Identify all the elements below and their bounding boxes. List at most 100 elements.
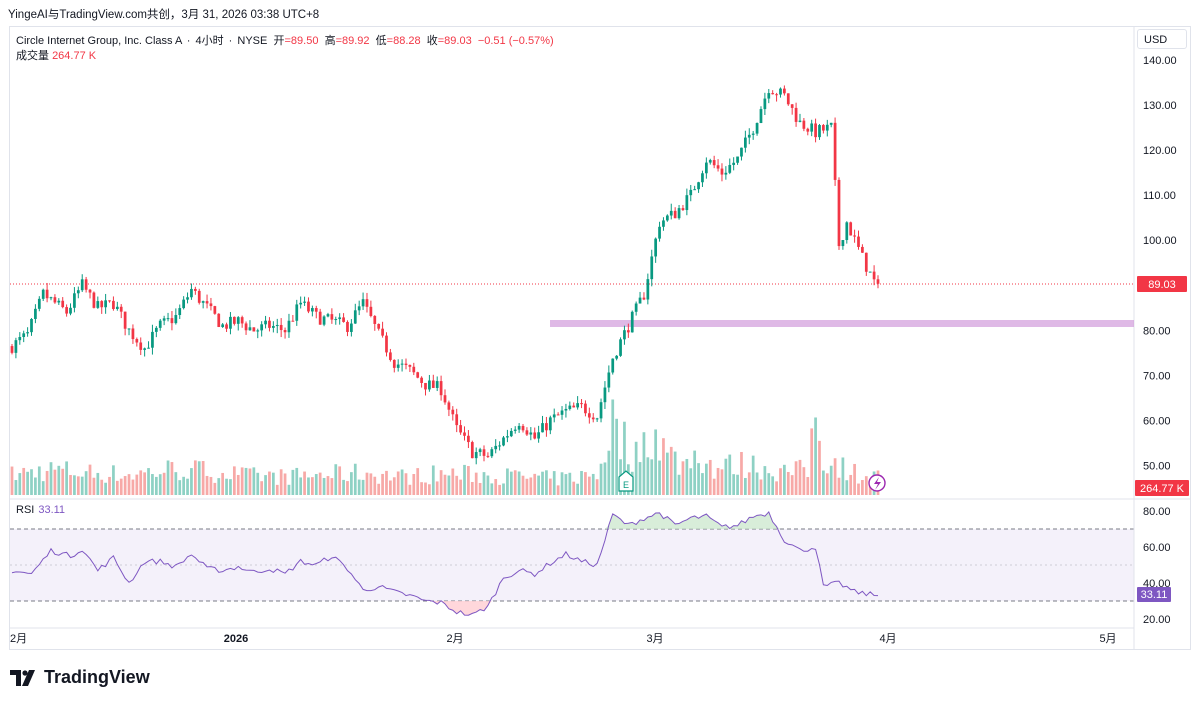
volume-bar: [533, 473, 537, 495]
volume-bar: [201, 461, 205, 495]
lightning-icon[interactable]: [868, 474, 886, 492]
volume-bar: [572, 481, 576, 495]
candle: [825, 119, 829, 137]
candle: [307, 297, 310, 314]
candle: [482, 445, 486, 462]
candle: [182, 296, 186, 310]
candle: [10, 344, 14, 355]
currency-button[interactable]: USD: [1137, 29, 1187, 49]
candle: [619, 337, 622, 357]
volume-bar: [767, 473, 771, 495]
candle: [338, 313, 342, 325]
candle: [525, 427, 529, 436]
volume-bar: [412, 474, 416, 495]
volume-bar: [385, 470, 388, 495]
candle: [814, 118, 817, 143]
candle: [135, 337, 139, 347]
volume-bar: [599, 463, 603, 495]
interval-label[interactable]: 4小时: [195, 35, 224, 47]
candle: [720, 163, 724, 182]
volume-bar: [502, 483, 505, 495]
volume-bar: [213, 482, 217, 495]
volume-bar: [459, 479, 462, 495]
candle: [818, 123, 821, 140]
candle: [229, 312, 232, 335]
volume-bar: [552, 471, 556, 495]
volume-bar: [193, 460, 197, 495]
volume-bar: [654, 429, 658, 495]
candle: [708, 158, 712, 165]
volume-bar: [669, 446, 673, 495]
volume-badge-text: 264.77 K: [1140, 483, 1185, 495]
candle: [443, 389, 447, 405]
candle: [353, 303, 357, 324]
candle: [759, 106, 763, 124]
rsi-label[interactable]: RSI: [16, 504, 35, 516]
volume-bar: [57, 465, 61, 495]
candle: [545, 416, 548, 437]
candle: [84, 276, 88, 293]
candle: [634, 301, 638, 316]
volume-bar: [174, 472, 178, 495]
volume-bar: [537, 475, 540, 495]
candle: [494, 439, 498, 454]
candle: [701, 170, 704, 187]
volume-bar: [100, 479, 104, 495]
candle: [174, 308, 178, 325]
candle: [697, 181, 700, 193]
candle: [256, 328, 260, 339]
candle: [232, 316, 236, 326]
tradingview-logo[interactable]: TradingView: [10, 667, 150, 688]
candle: [467, 430, 470, 449]
symbol-name[interactable]: Circle Internet Group, Inc. Class A: [16, 35, 182, 47]
candle: [295, 299, 299, 326]
volume-bar: [338, 466, 342, 495]
candle: [197, 288, 201, 305]
volume-bar: [154, 476, 158, 495]
time-axis[interactable]: 2月 2026 2月 3月 4月 5月: [10, 633, 1117, 645]
volume-bar: [435, 481, 439, 495]
volume-bar: [783, 464, 786, 495]
volume-bar: [607, 450, 611, 495]
candle: [638, 291, 642, 304]
volume-bar: [775, 481, 778, 495]
volume-bar: [841, 457, 845, 495]
price-axis[interactable]: 140.00 130.00 120.00 110.00 100.00 80.00 70.00…: [1143, 55, 1177, 626]
volume-bar: [864, 476, 868, 495]
volume-bar: [197, 461, 201, 495]
volume-bar: [73, 475, 76, 495]
volume-bar: [123, 476, 127, 495]
volume-bar: [209, 476, 213, 495]
candle: [615, 355, 619, 361]
candle: [790, 104, 794, 115]
support-zone[interactable]: [550, 320, 1134, 327]
candle: [396, 359, 400, 372]
candle: [447, 400, 451, 417]
earnings-marker[interactable]: E: [618, 470, 634, 492]
candle: [162, 315, 166, 326]
candle: [69, 303, 72, 316]
candle: [369, 300, 373, 318]
candle: [264, 315, 267, 329]
candle: [201, 300, 205, 309]
volume-bar: [638, 462, 642, 495]
candle: [123, 311, 127, 336]
candle: [26, 327, 29, 337]
candle: [459, 419, 462, 435]
candle: [14, 337, 18, 359]
volume-bar: [736, 474, 739, 495]
candle: [868, 271, 872, 273]
volume-legend: 成交量 264.77 K: [16, 47, 96, 63]
candle: [677, 204, 681, 220]
candle: [548, 415, 552, 435]
volume-bar: [802, 467, 806, 495]
volume-bar: [190, 468, 193, 495]
candle: [872, 265, 876, 286]
volume-bar: [225, 478, 228, 495]
candles: [10, 85, 880, 465]
volume-bar: [829, 465, 833, 495]
volume-bar: [568, 472, 572, 495]
candle: [564, 403, 568, 418]
candle: [34, 304, 37, 324]
volume-bar: [470, 481, 474, 495]
